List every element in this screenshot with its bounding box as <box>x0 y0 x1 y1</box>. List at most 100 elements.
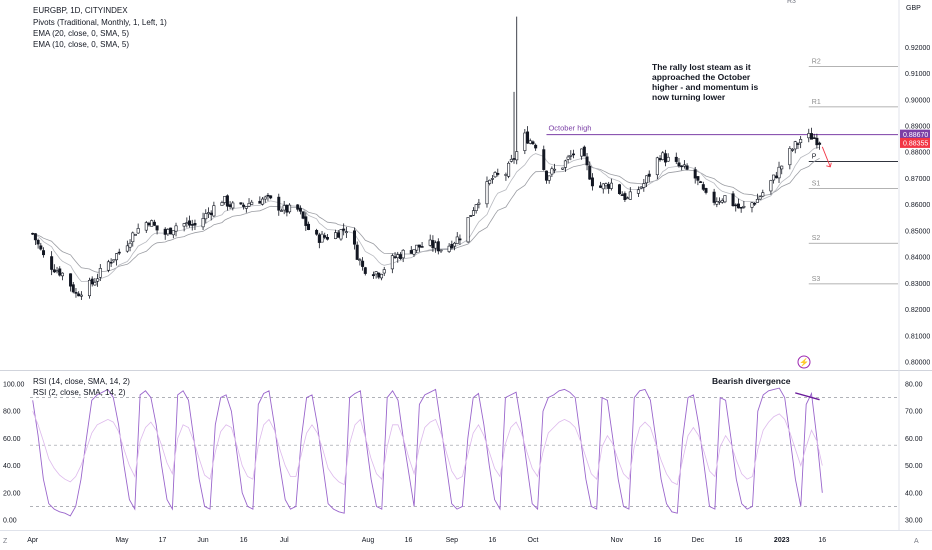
candle-body <box>799 139 803 144</box>
candle-body <box>772 174 776 181</box>
candle-body <box>263 196 267 200</box>
candle-body <box>477 202 481 205</box>
legend-ema10[interactable]: EMA (10, close, 0, SMA, 5) <box>33 40 130 49</box>
candle-body <box>304 216 308 226</box>
rsi2-legend[interactable]: RSI (2, close, SMA, 14, 2) <box>33 388 126 397</box>
price-tick-label: 0.80000 <box>905 360 930 367</box>
time-tick-label: Jul <box>280 537 289 544</box>
candle-body <box>493 172 497 178</box>
candle-body <box>469 215 473 217</box>
candle-body <box>190 224 194 226</box>
price-tick-label: 0.83000 <box>905 281 930 288</box>
rsi-right-tick: 80.00 <box>905 382 923 389</box>
candle-body <box>136 228 140 234</box>
candle-body <box>228 204 232 208</box>
candle-body <box>363 267 367 274</box>
commentary-line-1: The rally lost steam as it <box>652 62 751 72</box>
candle-body <box>431 240 435 249</box>
candle-body <box>523 132 527 151</box>
candle-body <box>355 244 359 260</box>
candle-body <box>206 212 210 215</box>
legend-symbol[interactable]: EURGBP, 1D, CITYINDEX <box>33 6 128 15</box>
candle-body <box>471 210 475 216</box>
candle-body <box>358 259 362 261</box>
rsi14-legend[interactable]: RSI (14, close, SMA, 14, 2) <box>33 377 130 386</box>
candle-body <box>604 183 608 187</box>
candle-body <box>382 269 386 274</box>
candle-body <box>566 156 570 160</box>
candle-body <box>515 151 519 161</box>
candle-body <box>125 245 129 252</box>
candle-body <box>231 202 235 209</box>
candle-body <box>507 162 511 177</box>
time-tick-label: Sep <box>446 537 459 544</box>
october-high-line: October high <box>546 124 898 136</box>
candle-body <box>715 201 719 205</box>
candle-body <box>607 184 611 189</box>
candle-body <box>809 133 813 140</box>
candle-body <box>344 231 348 234</box>
lightning-icon-circle[interactable] <box>797 355 811 369</box>
rsi-right-tick: 50.00 <box>905 463 923 470</box>
candle-body <box>636 189 640 194</box>
candle-body <box>509 158 513 162</box>
divergence-path <box>795 392 820 401</box>
candle-body <box>793 141 797 150</box>
candle-body <box>490 178 494 180</box>
candle-body <box>512 158 516 160</box>
candle-body <box>412 249 416 255</box>
price-badge-label: 0.88355 <box>903 140 928 147</box>
legend-ema20[interactable]: EMA (20, close, 0, SMA, 5) <box>33 29 130 38</box>
candle-body <box>131 232 135 243</box>
candle-body <box>701 184 705 190</box>
candle-body <box>204 213 208 220</box>
candle-body <box>317 234 321 243</box>
candle-body <box>415 244 419 251</box>
candle-body <box>244 206 248 209</box>
time-tick-label: Aug <box>362 537 375 544</box>
candle-body <box>398 254 402 259</box>
price-tick-label: 0.91000 <box>905 71 930 78</box>
candle-body <box>74 292 78 294</box>
candle-body <box>450 243 454 249</box>
time-axis[interactable]: Apr May 17 Jun 16 Jul Aug 16 Sep 16 Oct Nov 16 Dec 16 2… <box>0 530 932 550</box>
auto-scale-button[interactable]: A <box>914 538 919 545</box>
candle-body <box>544 170 548 181</box>
candle-body <box>33 233 37 241</box>
legend-pivots[interactable]: Pivots (Traditional, Monthly, 1, Left, 1… <box>33 18 167 27</box>
candle-body <box>531 141 535 145</box>
candle-body <box>436 241 440 252</box>
candle-body <box>182 223 186 227</box>
price-axis[interactable]: GBP 0.92000 0.91000 0.90000 0.89000 0.88000 0.… <box>905 5 930 367</box>
price-chart[interactable]: R2 R1 P S1 S2 S3 October high GBP 0.92000 0.910… <box>0 0 932 370</box>
pivot-label: S1 <box>812 180 821 187</box>
candle-body <box>815 137 819 146</box>
candle-body <box>166 229 170 235</box>
lightning-icon[interactable]: ⚡ <box>799 357 809 367</box>
time-tick-label: Apr <box>27 537 39 544</box>
rsi-panel[interactable]: 100.00 80.00 60.00 40.00 20.00 0.00 80.00 70.0… <box>0 370 932 530</box>
candle-body <box>677 162 681 167</box>
candle-body <box>712 191 716 203</box>
price-tick-label: 0.92000 <box>905 45 930 52</box>
candle-body <box>547 175 551 181</box>
candle-body <box>761 192 765 197</box>
candle-body <box>682 164 686 167</box>
candle-body <box>277 196 281 211</box>
candle-body <box>693 169 697 179</box>
rsi-panel-background <box>0 370 932 530</box>
candle-body <box>639 186 643 189</box>
candles <box>31 16 822 300</box>
candle-body <box>661 152 665 160</box>
rsi-right-axis[interactable]: 80.00 70.00 60.00 50.00 40.00 30.00 <box>905 382 923 525</box>
rsi-left-tick: 20.00 <box>3 490 21 497</box>
candle-body <box>455 236 459 244</box>
candle-body <box>734 204 738 207</box>
candle-body <box>171 230 175 236</box>
bearish-divergence-line <box>795 392 820 401</box>
candle-body <box>98 268 102 278</box>
zoom-reset-button[interactable]: Z <box>3 538 8 545</box>
candle-body <box>109 261 113 264</box>
candle-body <box>133 234 137 236</box>
price-tick-label: 0.84000 <box>905 255 930 262</box>
